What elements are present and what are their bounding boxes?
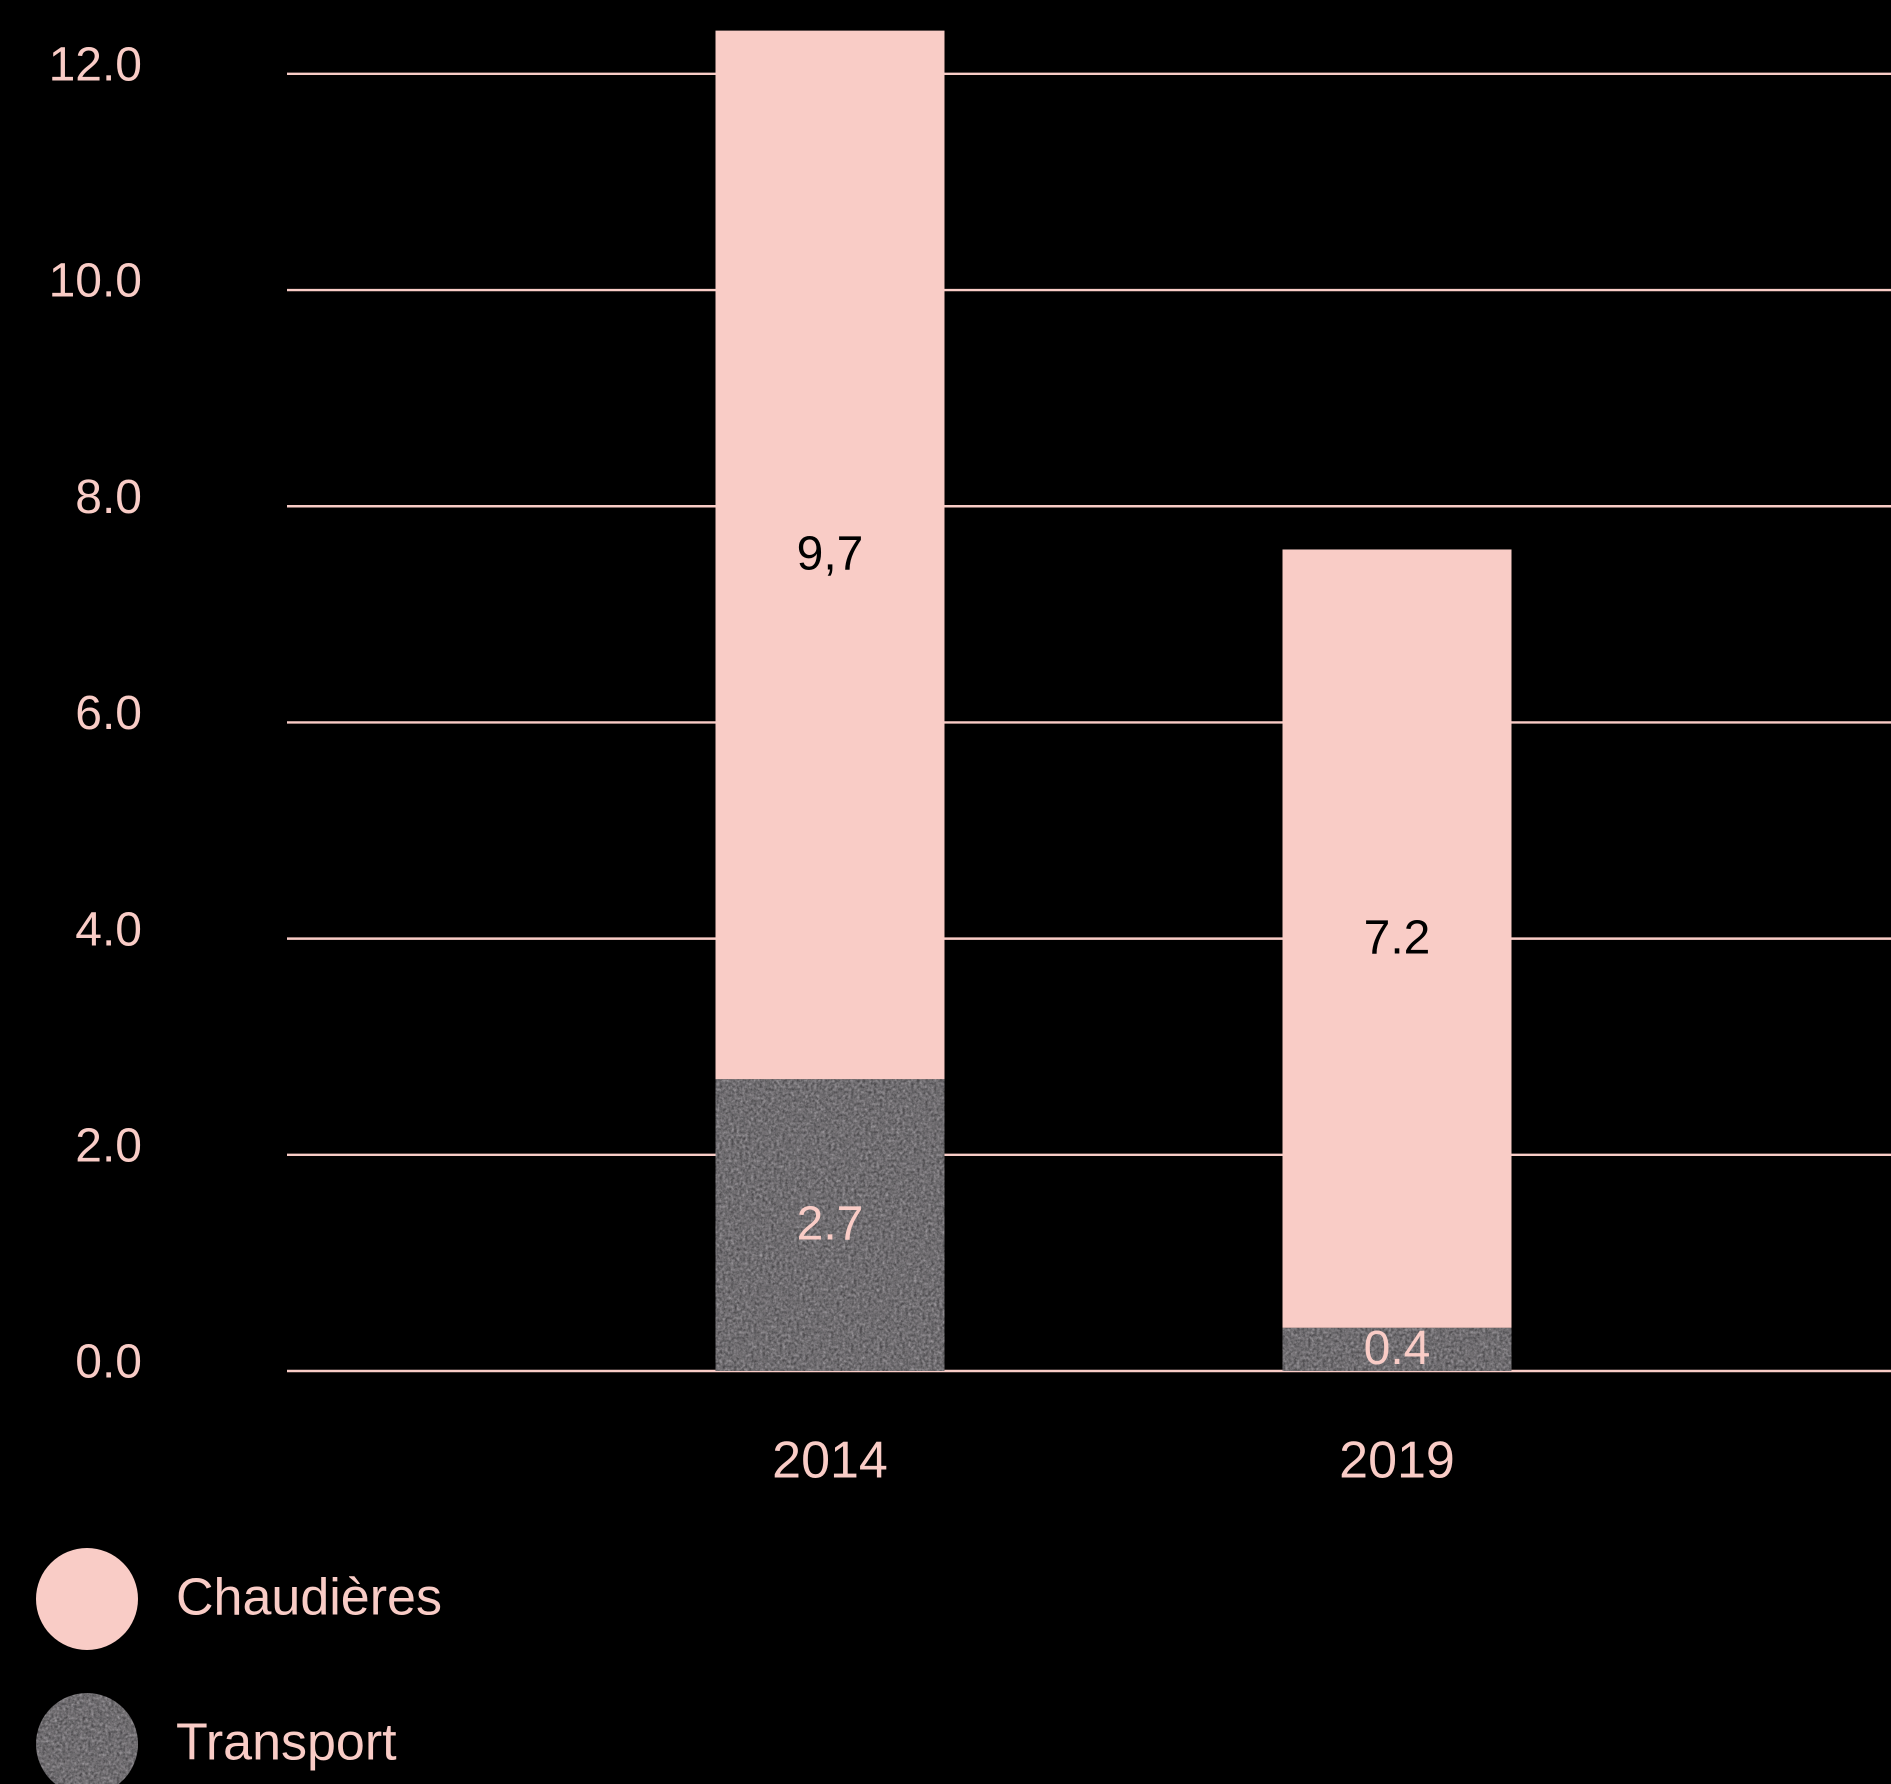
y-tick-label: 8.0 [75,471,142,524]
value-label: 0.4 [1364,1322,1431,1375]
y-tick-label: 4.0 [75,903,142,956]
x-tick-label: 2019 [1339,1432,1455,1490]
bar-segment [1282,549,1512,1328]
bar-segment [715,30,945,1080]
bars [715,30,1512,1371]
labels: 0.0 2.0 4.0 6.0 8.0 10.0 12.0 2.7 9,7 2014 0.4 7.2 2… [36,39,1455,1784]
legend-label: Chaudières [176,1569,442,1627]
legend-swatch [36,1693,138,1784]
bar-segment [1282,1327,1512,1371]
grid [287,72,1891,1373]
y-tick-label: 0.0 [75,1336,142,1389]
value-label: 9,7 [797,528,864,581]
bar-segment [715,1079,945,1371]
y-tick-label: 10.0 [49,255,142,308]
value-label: 2.7 [797,1198,864,1251]
value-label: 7.2 [1364,911,1431,964]
y-tick-label: 2.0 [75,1119,142,1172]
x-tick-label: 2014 [772,1432,888,1490]
y-tick-label: 12.0 [49,39,142,92]
legend-swatch [36,1548,138,1650]
y-tick-label: 6.0 [75,687,142,740]
legend-label: Transport [176,1714,397,1772]
